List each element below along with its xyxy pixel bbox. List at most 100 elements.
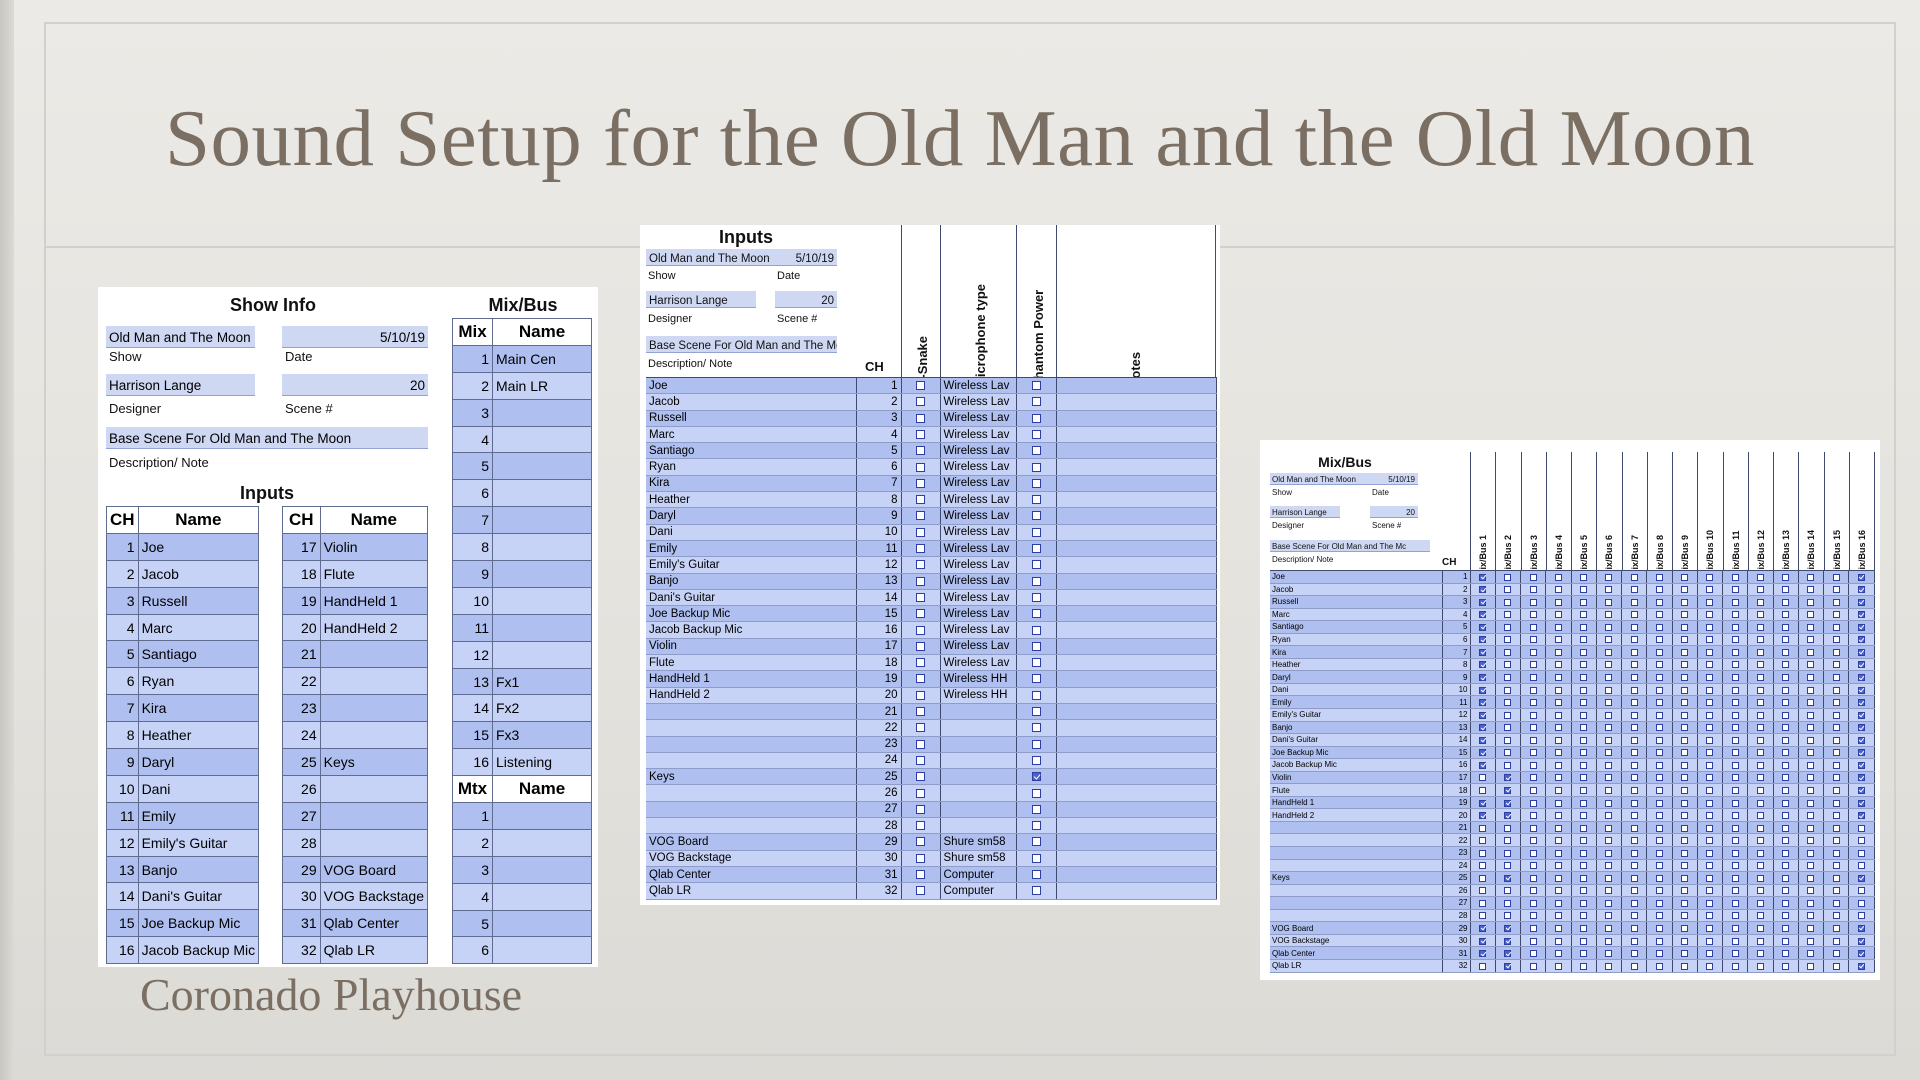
- input-name-cell[interactable]: [319, 694, 429, 723]
- bus-checkbox[interactable]: [1832, 623, 1840, 631]
- bus-checkbox[interactable]: [1655, 912, 1663, 920]
- bus-checkbox[interactable]: [1504, 887, 1512, 895]
- bus-checkbox[interactable]: [1832, 774, 1840, 782]
- bus-checkbox[interactable]: [1529, 699, 1537, 707]
- bus-checkbox[interactable]: [1655, 774, 1663, 782]
- bus-checkbox[interactable]: [1681, 674, 1689, 682]
- input-name-cell[interactable]: [1270, 821, 1443, 835]
- bus-checkbox[interactable]: [1479, 799, 1487, 807]
- bus-checkbox[interactable]: [1706, 623, 1714, 631]
- bus-checkbox[interactable]: [1605, 674, 1613, 682]
- bus-checkbox[interactable]: [1807, 724, 1815, 732]
- bus-checkbox[interactable]: [1706, 674, 1714, 682]
- input-name-cell[interactable]: Joe Backup Mic: [137, 909, 260, 938]
- bus-checkbox[interactable]: [1630, 711, 1638, 719]
- mic-type-cell[interactable]: Wireless Lav: [940, 540, 1017, 558]
- bus-checkbox[interactable]: [1479, 699, 1487, 707]
- phantom-checkbox[interactable]: [1031, 478, 1041, 488]
- bus-checkbox[interactable]: [1580, 749, 1588, 757]
- input-name-cell[interactable]: Flute: [1270, 783, 1443, 797]
- bus-checkbox[interactable]: [1807, 598, 1815, 606]
- bus-checkbox[interactable]: [1832, 837, 1840, 845]
- notes-cell[interactable]: [1056, 703, 1217, 721]
- bus-checkbox[interactable]: [1554, 950, 1562, 958]
- phantom-checkbox[interactable]: [1031, 527, 1041, 537]
- bus-checkbox[interactable]: [1554, 937, 1562, 945]
- bus-checkbox[interactable]: [1857, 837, 1865, 845]
- show-field-c[interactable]: Old Man and The Moon: [1272, 475, 1356, 484]
- bus-checkbox[interactable]: [1554, 686, 1562, 694]
- bus-checkbox[interactable]: [1731, 586, 1739, 594]
- bus-checkbox[interactable]: [1807, 824, 1815, 832]
- bus-checkbox[interactable]: [1857, 761, 1865, 769]
- input-name-cell[interactable]: Dani: [1270, 683, 1443, 697]
- bus-checkbox[interactable]: [1529, 711, 1537, 719]
- phantom-checkbox[interactable]: [1031, 853, 1041, 863]
- input-name-cell[interactable]: Santiago: [1270, 620, 1443, 634]
- bus-checkbox[interactable]: [1706, 699, 1714, 707]
- bus-checkbox[interactable]: [1756, 611, 1764, 619]
- input-name-cell[interactable]: [646, 719, 857, 737]
- input-name-cell[interactable]: Kira: [1270, 645, 1443, 659]
- phantom-checkbox[interactable]: [1031, 707, 1041, 717]
- bus-checkbox[interactable]: [1832, 648, 1840, 656]
- bus-checkbox[interactable]: [1605, 736, 1613, 744]
- input-name-cell[interactable]: Violin: [1270, 771, 1443, 785]
- bus-checkbox[interactable]: [1580, 950, 1588, 958]
- bus-checkbox[interactable]: [1857, 812, 1865, 820]
- mix-name-cell[interactable]: Fx2: [492, 694, 592, 723]
- input-name-cell[interactable]: [1270, 859, 1443, 873]
- input-name-cell[interactable]: Ryan: [646, 458, 857, 476]
- bus-checkbox[interactable]: [1529, 899, 1537, 907]
- bus-checkbox[interactable]: [1554, 598, 1562, 606]
- bus-checkbox[interactable]: [1529, 573, 1537, 581]
- notes-cell[interactable]: [1056, 850, 1217, 867]
- dsnake-checkbox[interactable]: [916, 609, 925, 619]
- bus-checkbox[interactable]: [1504, 674, 1512, 682]
- show-field-b[interactable]: Old Man and The Moon: [649, 253, 770, 265]
- dsnake-checkbox[interactable]: [916, 837, 925, 847]
- input-name-cell[interactable]: Banjo: [646, 573, 857, 590]
- mix-name-cell[interactable]: [492, 586, 592, 615]
- bus-checkbox[interactable]: [1605, 849, 1613, 857]
- mix-name-cell[interactable]: [492, 479, 592, 508]
- bus-checkbox[interactable]: [1681, 761, 1689, 769]
- mix-name-cell[interactable]: [492, 452, 592, 481]
- notes-cell[interactable]: [1056, 687, 1217, 704]
- bus-checkbox[interactable]: [1554, 761, 1562, 769]
- bus-checkbox[interactable]: [1479, 648, 1487, 656]
- dsnake-checkbox[interactable]: [916, 674, 925, 684]
- bus-checkbox[interactable]: [1580, 774, 1588, 782]
- bus-checkbox[interactable]: [1554, 736, 1562, 744]
- bus-checkbox[interactable]: [1630, 686, 1638, 694]
- bus-checkbox[interactable]: [1857, 623, 1865, 631]
- bus-checkbox[interactable]: [1681, 661, 1689, 669]
- bus-checkbox[interactable]: [1731, 812, 1739, 820]
- bus-checkbox[interactable]: [1504, 636, 1512, 644]
- input-name-cell[interactable]: Santiago: [137, 640, 260, 669]
- bus-checkbox[interactable]: [1605, 962, 1613, 970]
- bus-checkbox[interactable]: [1529, 661, 1537, 669]
- scene-field-c[interactable]: 20: [1406, 508, 1415, 517]
- bus-checkbox[interactable]: [1681, 586, 1689, 594]
- input-name-cell[interactable]: Banjo: [137, 855, 260, 884]
- input-name-cell[interactable]: Dani's Guitar: [646, 589, 857, 607]
- bus-checkbox[interactable]: [1479, 950, 1487, 958]
- bus-checkbox[interactable]: [1580, 899, 1588, 907]
- bus-checkbox[interactable]: [1857, 799, 1865, 807]
- bus-checkbox[interactable]: [1504, 711, 1512, 719]
- input-name-cell[interactable]: VOG Backstage: [1270, 934, 1443, 948]
- bus-checkbox[interactable]: [1580, 837, 1588, 845]
- bus-checkbox[interactable]: [1681, 611, 1689, 619]
- bus-checkbox[interactable]: [1782, 950, 1790, 958]
- bus-checkbox[interactable]: [1857, 774, 1865, 782]
- bus-checkbox[interactable]: [1857, 648, 1865, 656]
- notes-cell[interactable]: [1056, 882, 1217, 900]
- bus-checkbox[interactable]: [1782, 862, 1790, 870]
- bus-checkbox[interactable]: [1756, 849, 1764, 857]
- bus-checkbox[interactable]: [1756, 812, 1764, 820]
- bus-checkbox[interactable]: [1504, 799, 1512, 807]
- bus-checkbox[interactable]: [1479, 623, 1487, 631]
- notes-cell[interactable]: [1056, 589, 1217, 607]
- bus-checkbox[interactable]: [1832, 962, 1840, 970]
